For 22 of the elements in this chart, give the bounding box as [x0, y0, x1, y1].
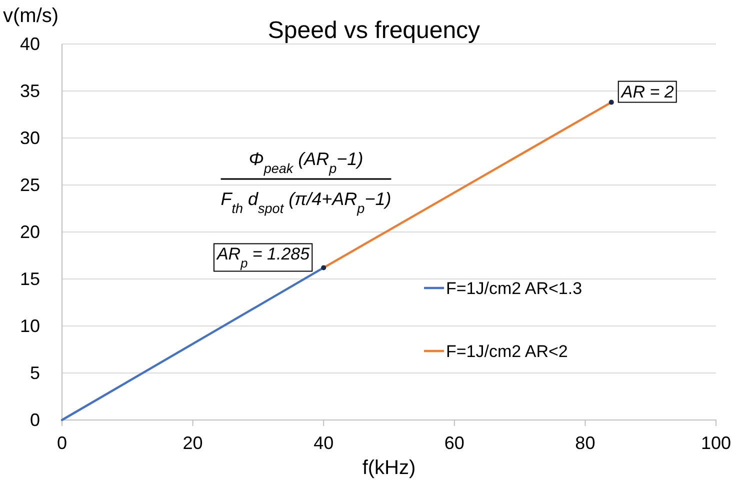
- chart-title: Speed vs frequency: [268, 17, 480, 44]
- y-tick-label: 10: [20, 316, 40, 336]
- y-tick-label: 15: [20, 268, 40, 289]
- y-tick-label: 5: [30, 362, 40, 383]
- y-tick-label: 30: [20, 128, 40, 148]
- x-tick-label: 0: [56, 432, 68, 453]
- annotation: Φ$_{peak}$ (AR$_{p}$−1): [248, 149, 364, 176]
- y-tick-label: 20: [20, 222, 40, 242]
- y-axis-title: v(m/s): [3, 5, 59, 27]
- legend-label: F=1J/cm2 AR<2: [446, 342, 568, 361]
- x-tick-label: 100: [700, 432, 732, 453]
- x-tick-label: 20: [182, 432, 203, 453]
- x-tick-label: 80: [575, 432, 596, 453]
- legend-label: F=1J/cm2 AR<1.3: [446, 279, 582, 298]
- y-tick-label: 25: [20, 174, 40, 195]
- x-tick-label: 60: [444, 432, 464, 453]
- y-tick-label: 0: [30, 410, 40, 430]
- annotation: F$_{th}$ d$_{spot}$ (π/4+AR$_{p}$−1): [220, 189, 392, 216]
- x-tick-label: 40: [314, 432, 334, 453]
- y-tick-label: 35: [20, 80, 40, 101]
- x-axis-title: f(kHz): [362, 457, 416, 479]
- y-tick-label: 40: [20, 34, 40, 54]
